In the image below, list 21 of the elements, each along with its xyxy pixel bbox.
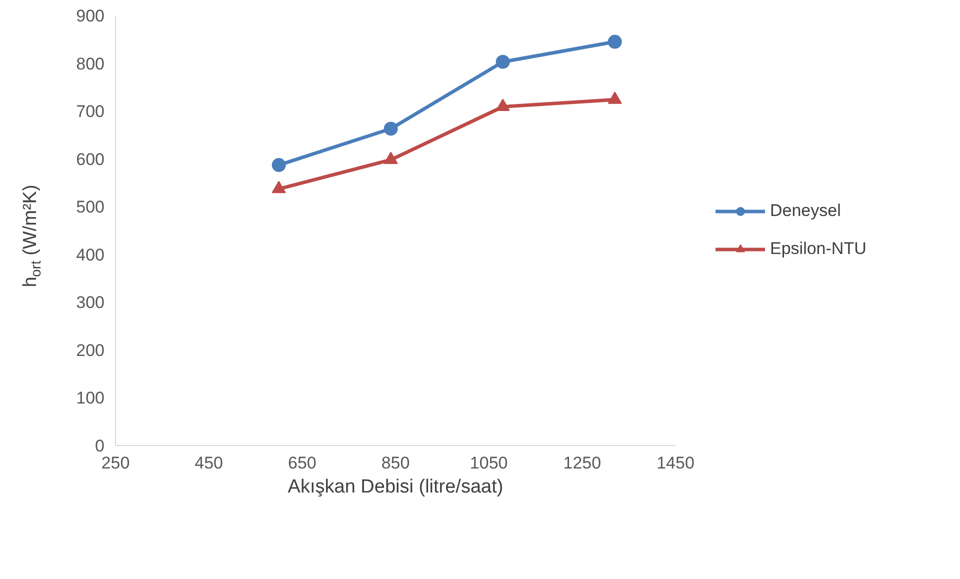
y-tick-label: 900 (76, 6, 105, 26)
y-tick-label: 800 (76, 54, 105, 74)
y-tick-label: 400 (76, 245, 105, 264)
y-tick-label: 200 (76, 340, 105, 360)
x-tick-label: 1450 (656, 454, 694, 472)
x-tick-label: 1250 (563, 454, 602, 472)
x-tick-label: 1050 (470, 454, 508, 472)
y-tick-label: 300 (76, 293, 105, 312)
y-tick-label: 500 (76, 198, 105, 217)
legend-label: Deneysel (770, 201, 841, 221)
y-tick-label: 600 (76, 150, 105, 169)
y-tick-label: 700 (76, 102, 105, 122)
x-axis-title: Akışkan Debisi (litre/saat) (288, 476, 504, 498)
x-tick-label: 450 (194, 454, 224, 472)
y-axis-title: hort (W/m²K) (20, 184, 44, 288)
x-tick-label: 250 (101, 454, 130, 472)
y-tick-label: 100 (76, 388, 105, 408)
x-tick-label: 650 (288, 454, 316, 472)
y-tick-label: 0 (95, 436, 105, 456)
legend-label: Epsilon-NTU (770, 239, 866, 259)
x-tick-label: 850 (381, 454, 410, 472)
